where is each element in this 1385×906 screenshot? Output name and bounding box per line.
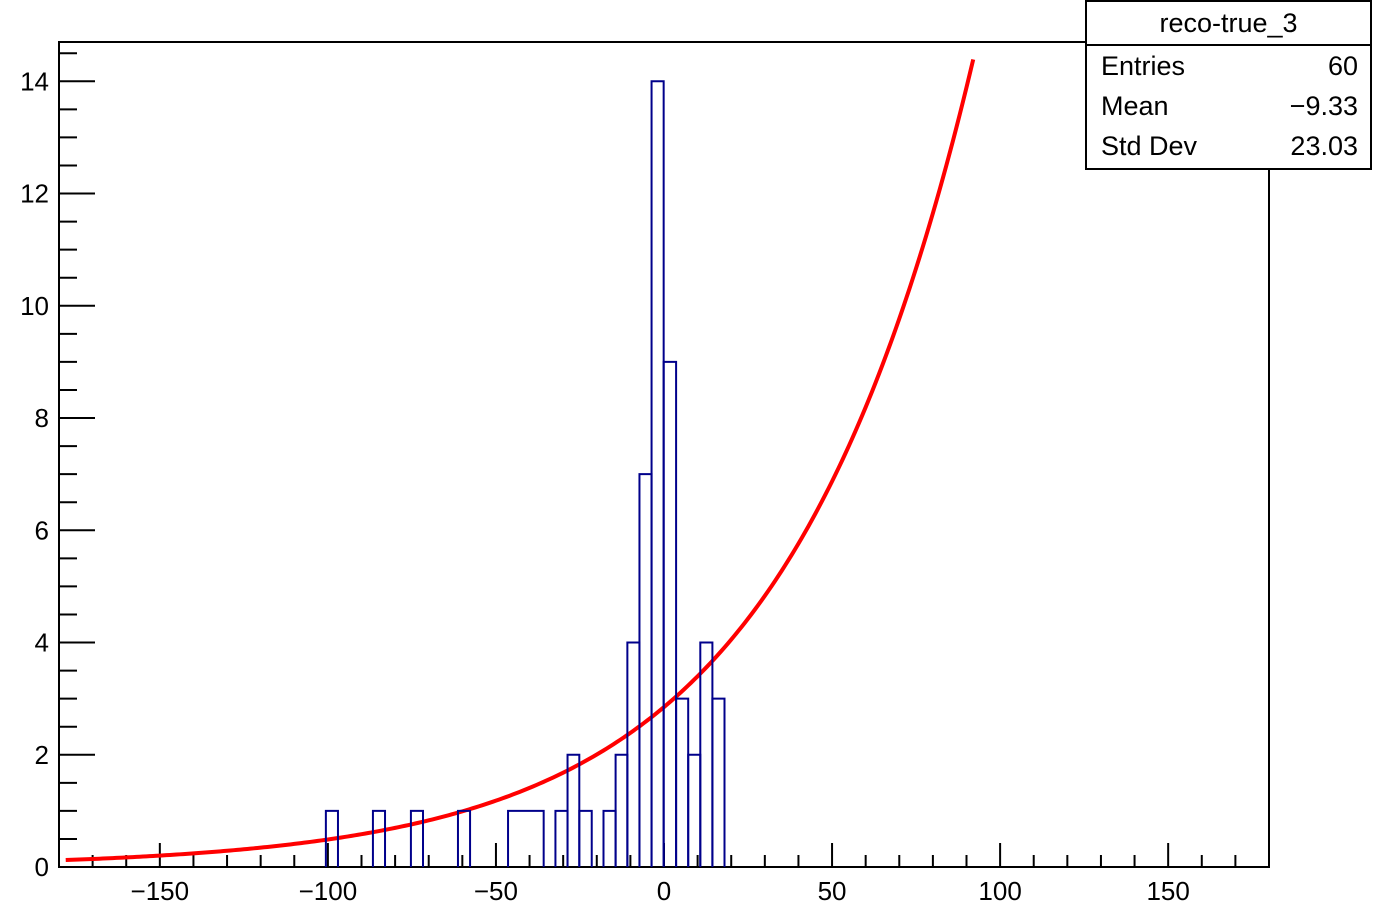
- histogram-bin: [324, 809, 339, 867]
- y-tick-label: 0: [35, 852, 49, 882]
- histogram-bin: [675, 697, 690, 867]
- stats-value-entries: 60: [1327, 51, 1358, 81]
- histogram-bin: [699, 641, 714, 867]
- histogram-bin: [578, 809, 593, 867]
- stats-row-entries: Entries 60: [1087, 46, 1370, 86]
- y-tick-label: 4: [35, 628, 49, 658]
- x-axis: −150 −100 −50 0 50 100 150: [91, 843, 1237, 906]
- x-tick-label: 50: [818, 876, 847, 906]
- stats-row-stddev: Std Dev 23.03: [1087, 126, 1370, 166]
- stats-row-mean: Mean −9.33: [1087, 86, 1370, 126]
- histogram-bin: [371, 809, 387, 867]
- fit-layer: [65, 58, 976, 863]
- y-tick-label: 6: [35, 515, 49, 545]
- histogram-bin: [554, 809, 569, 867]
- x-tick-label: 150: [1146, 876, 1189, 906]
- stats-label-mean: Mean: [1101, 91, 1169, 121]
- x-tick-label: −150: [131, 876, 190, 906]
- histogram-bin: [602, 809, 617, 867]
- histogram-bin: [409, 809, 425, 867]
- x-tick-label: −50: [474, 876, 518, 906]
- stats-value-mean: −9.33: [1289, 91, 1358, 121]
- histogram-bin: [614, 753, 629, 867]
- histogram-bin: [662, 360, 678, 867]
- stats-label-stddev: Std Dev: [1101, 131, 1198, 161]
- histogram-bin: [687, 753, 702, 867]
- y-axis: 0 2 4 6 8 10 12 14: [20, 52, 95, 882]
- stats-title: reco-true_3: [1087, 2, 1370, 46]
- x-tick-label: 100: [978, 876, 1021, 906]
- histogram-bin: [456, 809, 472, 867]
- x-tick-label: −100: [299, 876, 358, 906]
- fit-curve: [65, 58, 976, 863]
- y-tick-label: 10: [20, 291, 49, 321]
- y-tick-label: 8: [35, 403, 49, 433]
- histogram-bin: [507, 809, 545, 867]
- histogram-bin: [638, 473, 653, 867]
- stats-value-stddev: 23.03: [1290, 131, 1358, 161]
- y-tick-label: 12: [20, 179, 49, 209]
- histogram-bin: [650, 80, 665, 867]
- histogram-layer: [324, 80, 726, 867]
- y-tick-label: 2: [35, 740, 49, 770]
- stats-box: reco-true_3 Entries 60 Mean −9.33 Std De…: [1085, 0, 1372, 170]
- histogram-bin: [711, 697, 726, 867]
- histogram-bin: [626, 641, 641, 867]
- stats-label-entries: Entries: [1101, 51, 1186, 81]
- y-tick-label: 14: [20, 66, 49, 96]
- x-tick-label: 0: [657, 876, 671, 906]
